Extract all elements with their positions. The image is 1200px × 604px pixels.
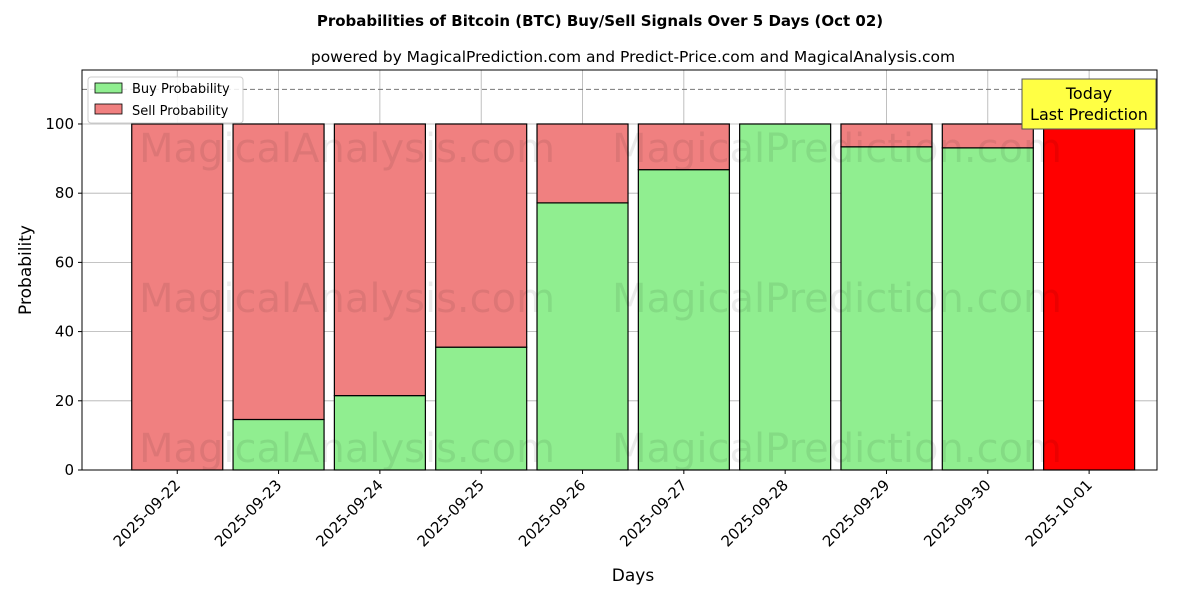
chart-subtitle: powered by MagicalPrediction.com and Pre… [311, 48, 955, 66]
x-tick-label: 2025-09-25 [414, 476, 488, 550]
sell-bar [131, 123, 224, 471]
sell-bar [941, 123, 1034, 149]
x-tick-label: 2025-09-23 [211, 476, 285, 550]
watermarks: MagicalAnalysis.com MagicalPrediction.com… [139, 126, 1062, 472]
legend: Buy Probability Sell Probability [87, 76, 244, 124]
plot-frame [81, 69, 1158, 471]
watermark: MagicalPrediction.com [612, 126, 1062, 172]
legend-label-sell: Sell Probability [132, 104, 229, 119]
buy-bar [637, 169, 730, 471]
y-tick-label: 80 [55, 184, 74, 202]
x-tick-label: 2025-10-01 [1022, 476, 1096, 550]
legend-swatch-sell [94, 103, 123, 115]
x-tick-label: 2025-09-22 [110, 476, 184, 550]
x-tick-label: 2025-09-26 [515, 476, 589, 550]
buy-bar [739, 123, 832, 471]
x-tick-label: 2025-09-24 [312, 476, 386, 550]
watermark: MagicalAnalysis.com [139, 126, 555, 172]
y-tick-label: 40 [55, 323, 74, 341]
sell-bar [232, 123, 325, 421]
watermark: MagicalPrediction.com [612, 426, 1062, 472]
x-tick-label: 2025-09-30 [920, 476, 994, 550]
sell-bar [536, 123, 629, 204]
sell-bar [637, 123, 730, 171]
sell-bar [1043, 123, 1136, 471]
y-axis: 0 20 40 60 80 100 [45, 115, 82, 479]
bars [131, 123, 1136, 471]
y-axis-label: Probability [16, 225, 36, 315]
x-tick-label: 2025-09-28 [718, 476, 792, 550]
x-axis: 2025-09-22 2025-09-23 2025-09-24 2025-09-25… [110, 470, 1096, 550]
sell-bar [333, 123, 426, 397]
legend-swatch-buy [94, 82, 123, 94]
buy-bar [333, 395, 426, 471]
annotation-line2: Last Prediction [1030, 105, 1148, 124]
watermark: MagicalAnalysis.com [139, 426, 555, 472]
x-axis-label: Days [612, 566, 655, 586]
y-tick-label: 60 [55, 253, 74, 271]
watermark: MagicalPrediction.com [612, 276, 1062, 322]
y-tick-label: 100 [45, 115, 74, 133]
chart-title: Probabilities of Bitcoin (BTC) Buy/Sell … [317, 12, 883, 30]
legend-label-buy: Buy Probability [132, 82, 230, 97]
sell-bar [840, 123, 933, 148]
x-tick-label: 2025-09-29 [819, 476, 893, 550]
y-tick-label: 0 [64, 461, 74, 479]
today-annotation: Today Last Prediction [1021, 78, 1157, 130]
watermark: MagicalAnalysis.com [139, 276, 555, 322]
x-tick-label: 2025-09-27 [616, 476, 690, 550]
buy-bar [435, 346, 528, 471]
y-tick-label: 20 [55, 392, 74, 410]
sell-bar [435, 123, 528, 348]
annotation-line1: Today [1065, 84, 1112, 103]
buy-bar [840, 146, 933, 471]
buy-bar [941, 147, 1034, 471]
